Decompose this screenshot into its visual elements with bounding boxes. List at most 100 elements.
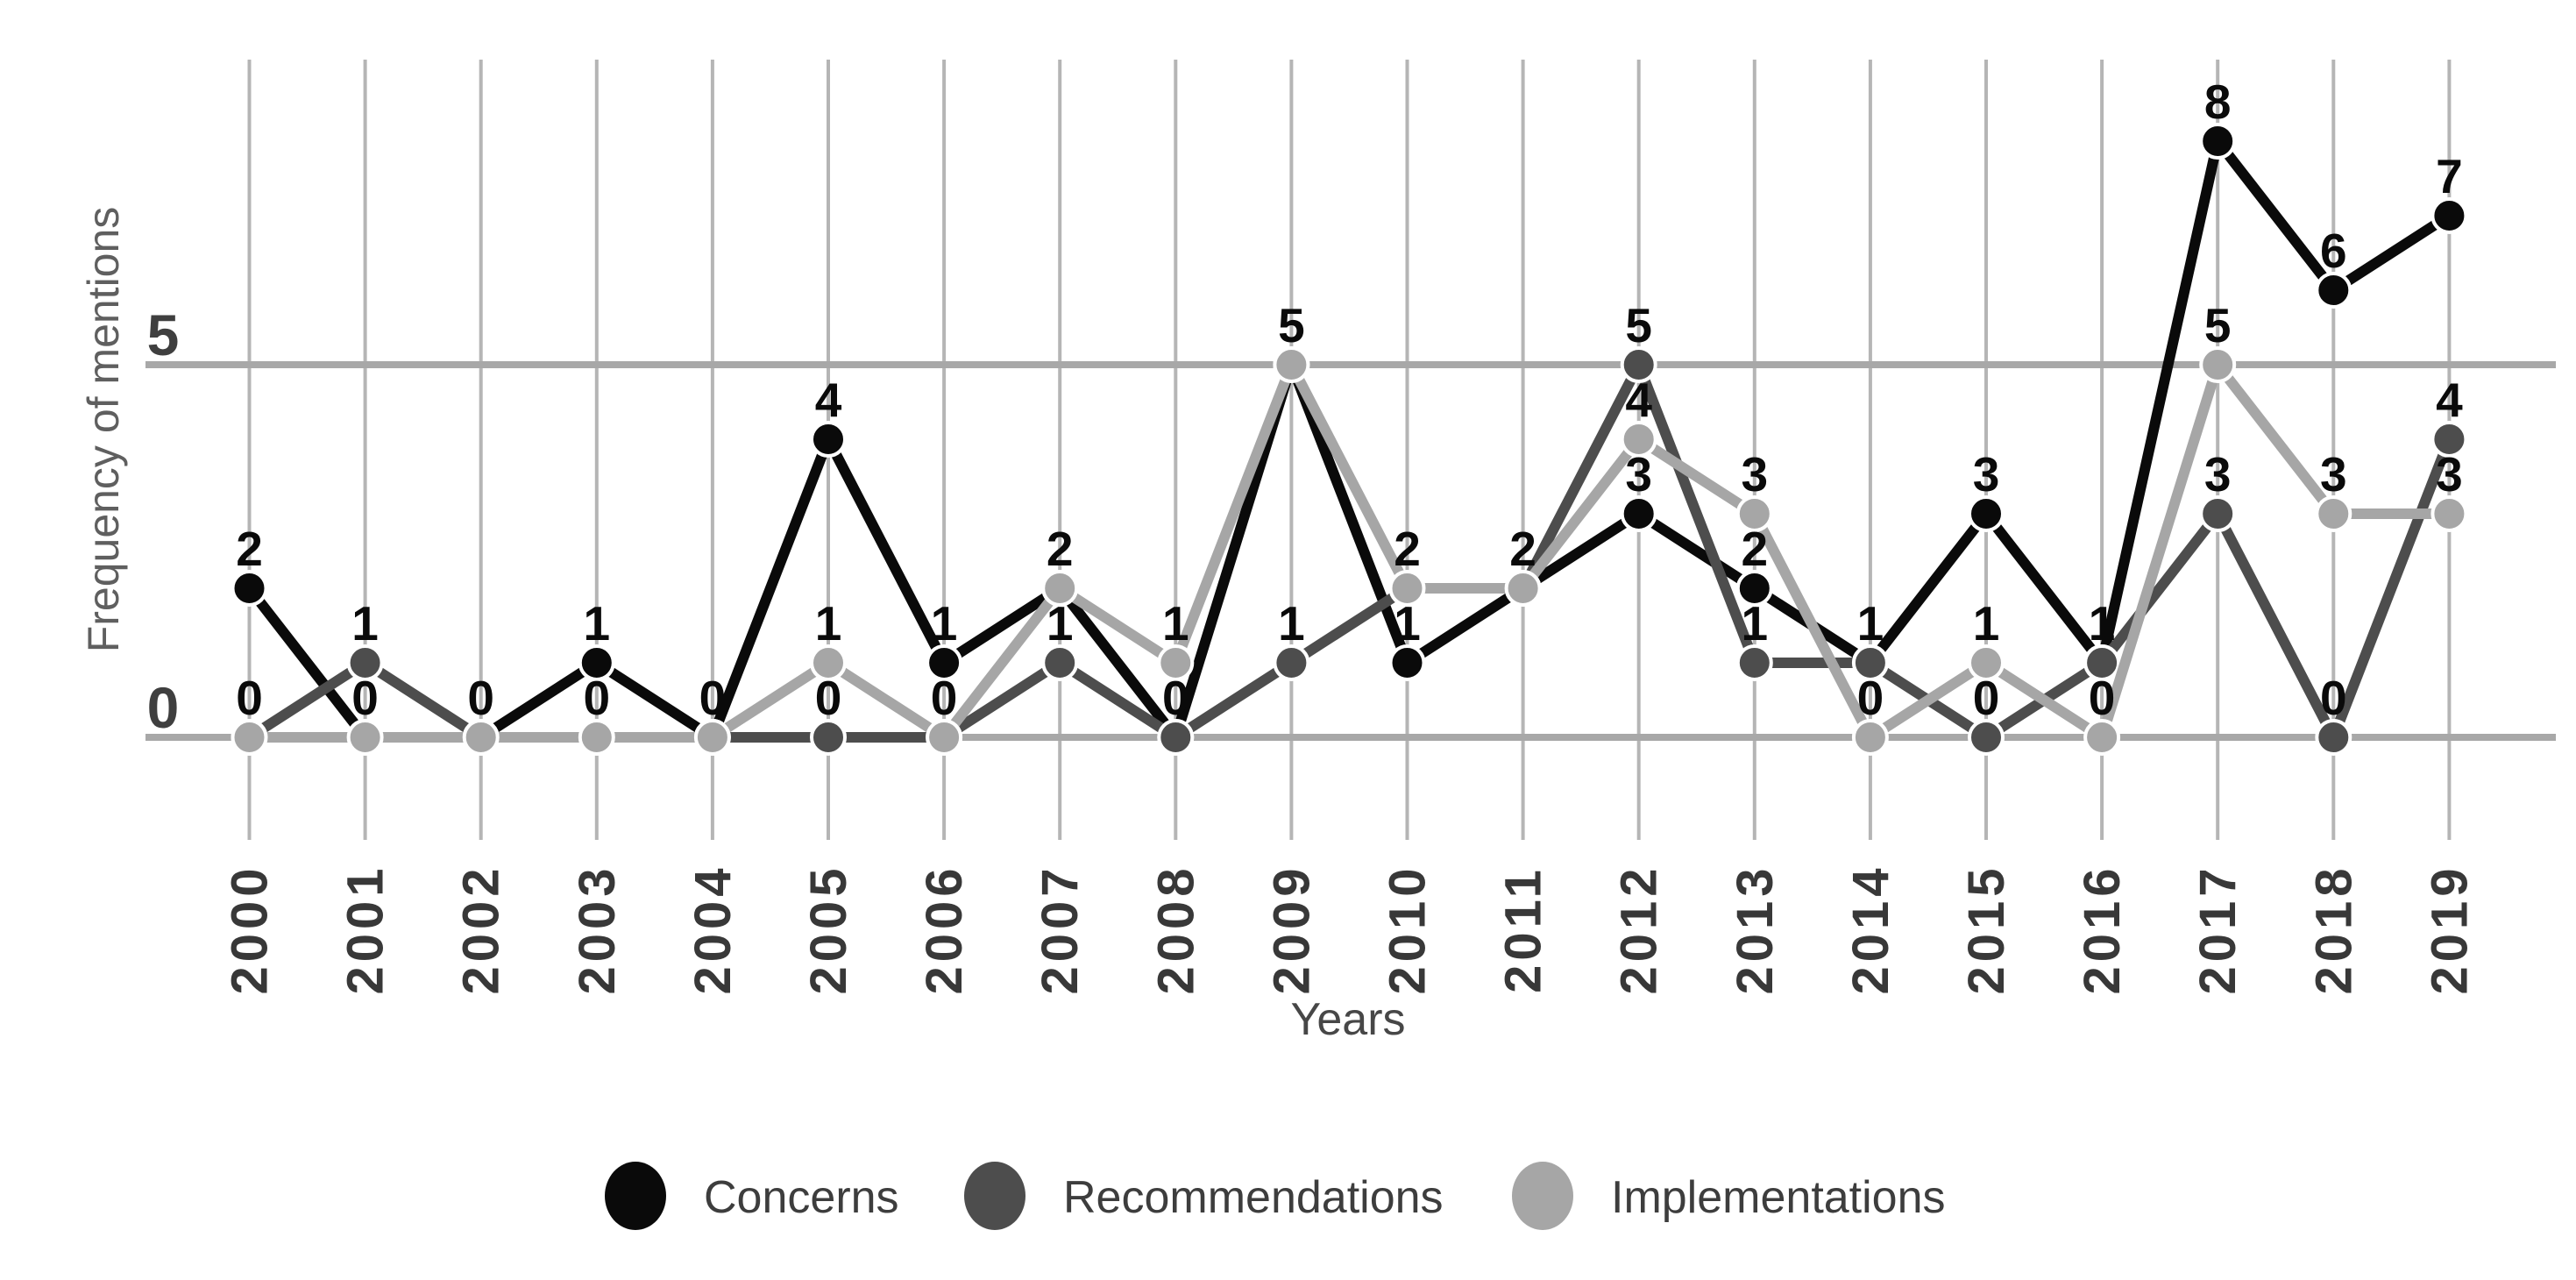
point-label-2019-4: 4 (2436, 373, 2463, 427)
year-label-2001: 2001 (337, 864, 394, 994)
data-point-implementations-2016[interactable] (2083, 719, 2121, 756)
point-label-2008-1: 1 (1162, 596, 1189, 651)
data-point-implementations-2003[interactable] (578, 719, 615, 756)
point-label-2009-1: 1 (1278, 596, 1305, 651)
legend-label-implementations: Implementations (1611, 1172, 1946, 1223)
point-label-2000-2: 2 (236, 522, 263, 576)
point-label-2003-1: 1 (584, 596, 611, 651)
year-label-2018: 2018 (2305, 864, 2362, 994)
data-point-concerns-2019[interactable] (2431, 197, 2468, 234)
x-axis-title: Years (1290, 994, 1405, 1045)
data-point-implementations-2015[interactable] (1968, 644, 2005, 681)
data-point-concerns-2017[interactable] (2199, 123, 2237, 160)
point-label-2019-7: 7 (2436, 149, 2463, 203)
point-label-2017-3: 3 (2204, 447, 2232, 501)
series-line-implementations (244, 359, 2455, 743)
data-point-implementations-2004[interactable] (693, 719, 731, 756)
point-label-2010-2: 2 (1394, 522, 1421, 576)
point-label-2012-3: 3 (1625, 447, 1652, 501)
data-point-implementations-2009[interactable] (1273, 346, 1310, 383)
point-label-2010-1: 1 (1394, 596, 1421, 651)
data-point-implementations-2012[interactable] (1620, 421, 1657, 458)
data-point-implementations-2001[interactable] (346, 719, 384, 756)
data-point-implementations-2017[interactable] (2199, 346, 2237, 383)
year-label-2015: 2015 (1958, 864, 2015, 994)
data-point-recommendations-2008[interactable] (1157, 719, 1195, 756)
data-point-implementations-2008[interactable] (1157, 644, 1195, 681)
data-point-concerns-2010[interactable] (1388, 644, 1426, 681)
point-label-2013-1: 1 (1742, 596, 1769, 651)
data-point-implementations-2018[interactable] (2315, 495, 2352, 532)
year-label-2019: 2019 (2421, 864, 2478, 994)
point-label-2018-6: 6 (2320, 224, 2347, 278)
point-label-2017-8: 8 (2204, 75, 2232, 129)
point-label-2007-2: 2 (1047, 522, 1074, 576)
year-label-2004: 2004 (685, 864, 742, 994)
point-label-2009-5: 5 (1278, 298, 1305, 352)
year-label-2007: 2007 (1032, 864, 1089, 994)
point-label-2005-1: 1 (815, 596, 842, 651)
data-point-recommendations-2009[interactable] (1273, 644, 1310, 681)
point-label-2014-1: 1 (1857, 596, 1884, 651)
point-label-2012-4: 4 (1625, 373, 1652, 427)
point-label-2016-0: 0 (2089, 671, 2116, 725)
point-label-2017-5: 5 (2204, 298, 2232, 352)
ytick-label-5: 5 (147, 302, 180, 367)
data-point-recommendations-2005[interactable] (810, 719, 847, 756)
legend-item-implementations[interactable]: Implementations (1512, 1162, 1946, 1230)
year-label-2012: 2012 (1611, 864, 1668, 994)
data-point-concerns-2018[interactable] (2315, 272, 2352, 309)
point-label-2015-0: 0 (1973, 671, 2000, 725)
year-label-2008: 2008 (1147, 864, 1204, 994)
point-label-2012-5: 5 (1625, 298, 1652, 352)
data-point-implementations-2000[interactable] (231, 719, 268, 756)
ytick-label-0: 0 (147, 675, 180, 740)
year-label-2013: 2013 (1727, 864, 1784, 994)
data-point-recommendations-2019[interactable] (2431, 421, 2468, 458)
data-point-concerns-2013[interactable] (1735, 570, 1773, 607)
data-point-recommendations-2014[interactable] (1851, 644, 1889, 681)
point-label-2013-2: 2 (1742, 522, 1769, 576)
data-point-concerns-2005[interactable] (810, 421, 847, 458)
point-label-2008-0: 0 (1162, 671, 1189, 725)
point-label-2004-0: 0 (699, 671, 727, 725)
data-point-recommendations-2013[interactable] (1735, 644, 1773, 681)
data-point-recommendations-2015[interactable] (1968, 719, 2005, 756)
y-axis-title: Frequency of mentions (79, 207, 128, 653)
data-point-implementations-2011[interactable] (1504, 570, 1542, 607)
data-point-concerns-2006[interactable] (926, 644, 963, 681)
point-label-2015-1: 1 (1973, 596, 2000, 651)
data-point-recommendations-2001[interactable] (346, 644, 384, 681)
data-point-concerns-2003[interactable] (578, 644, 615, 681)
data-point-concerns-2012[interactable] (1620, 495, 1657, 532)
point-label-2005-0: 0 (815, 671, 842, 725)
data-point-recommendations-2016[interactable] (2083, 644, 2121, 681)
data-point-implementations-2013[interactable] (1735, 495, 1773, 532)
data-point-implementations-2005[interactable] (810, 644, 847, 681)
year-label-2005: 2005 (800, 864, 857, 994)
data-point-implementations-2002[interactable] (462, 719, 500, 756)
data-point-implementations-2014[interactable] (1851, 719, 1889, 756)
data-point-concerns-2015[interactable] (1968, 495, 2005, 532)
data-point-implementations-2007[interactable] (1041, 570, 1079, 607)
data-point-implementations-2010[interactable] (1388, 570, 1426, 607)
legend-item-recommendations[interactable]: Recommendations (964, 1162, 1444, 1230)
point-label-2005-4: 4 (815, 373, 842, 427)
y-tick-labels: 05 (147, 302, 180, 740)
data-point-recommendations-2017[interactable] (2199, 495, 2237, 532)
legend-item-concerns[interactable]: Concerns (605, 1162, 899, 1230)
data-point-recommendations-2012[interactable] (1620, 346, 1657, 383)
point-label-2006-0: 0 (931, 671, 958, 725)
data-point-concerns-2000[interactable] (231, 570, 268, 607)
point-label-2011-2: 2 (1509, 522, 1536, 576)
point-label-2003-0: 0 (584, 671, 611, 725)
data-point-implementations-2006[interactable] (926, 719, 963, 756)
year-label-2010: 2010 (1380, 864, 1437, 994)
point-label-2001-1: 1 (351, 596, 379, 651)
data-point-implementations-2019[interactable] (2431, 495, 2468, 532)
data-point-recommendations-2018[interactable] (2315, 719, 2352, 756)
data-point-recommendations-2007[interactable] (1041, 644, 1079, 681)
point-label-2007-1: 1 (1047, 596, 1074, 651)
year-label-2017: 2017 (2189, 864, 2246, 994)
